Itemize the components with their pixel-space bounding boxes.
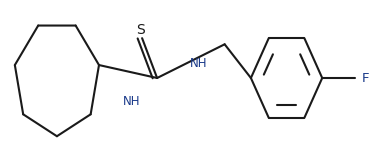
Text: F: F — [362, 71, 369, 85]
Text: S: S — [136, 23, 145, 37]
Text: NH: NH — [190, 57, 207, 70]
Text: NH: NH — [123, 95, 141, 108]
